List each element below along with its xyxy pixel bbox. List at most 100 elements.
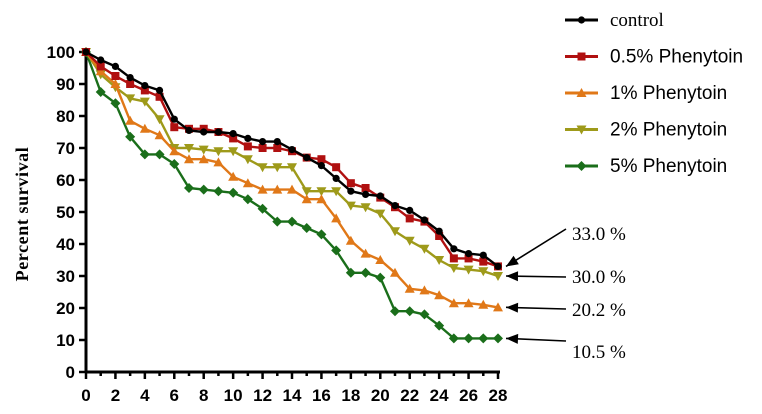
legend-swatch-marker <box>576 161 587 171</box>
data-point <box>287 184 297 194</box>
data-point <box>463 298 474 308</box>
x-tick-label: 22 <box>400 386 419 405</box>
data-point <box>390 306 400 317</box>
data-point <box>169 146 180 156</box>
data-point <box>184 144 194 153</box>
data-point <box>332 163 341 172</box>
legend-label: 2% Phenytoin <box>610 120 727 141</box>
data-point <box>184 183 194 193</box>
data-point <box>125 131 136 142</box>
data-point <box>375 255 386 264</box>
data-point <box>96 62 105 71</box>
data-point <box>198 154 209 164</box>
data-point <box>184 154 194 164</box>
data-point <box>213 157 224 167</box>
data-point <box>448 298 459 308</box>
x-tick-label: 20 <box>371 386 390 405</box>
data-point <box>139 123 150 133</box>
annotation-arrowhead <box>506 302 519 313</box>
annotation-arrowhead <box>506 255 519 267</box>
legend-item: 0.5% Phenytoin <box>565 47 743 68</box>
legend-item: 1% Phenytoin <box>565 83 727 104</box>
data-point <box>125 115 136 125</box>
data-point <box>331 187 342 197</box>
legend-label: 0.5% Phenytoin <box>610 47 743 68</box>
data-point <box>170 123 179 132</box>
data-point <box>449 254 458 263</box>
series-group <box>81 47 503 344</box>
data-point <box>272 216 283 227</box>
data-point <box>213 186 224 197</box>
data-point <box>229 130 237 138</box>
data-point <box>420 216 429 224</box>
legend-swatch-marker <box>577 52 586 61</box>
data-point <box>140 86 149 95</box>
legend-swatch-marker <box>576 88 587 97</box>
data-point <box>316 229 327 240</box>
data-point <box>406 206 414 214</box>
data-point <box>493 333 503 344</box>
legend-swatch-marker <box>576 125 587 135</box>
data-point <box>258 144 267 152</box>
data-point <box>391 202 399 210</box>
x-tick-label: 10 <box>224 386 243 405</box>
data-point <box>450 245 458 253</box>
annotation: 20.2 % <box>505 300 626 321</box>
data-point <box>213 147 224 157</box>
data-point <box>361 190 370 198</box>
data-point <box>390 227 400 237</box>
data-point <box>97 56 105 64</box>
data-point <box>126 74 134 82</box>
y-tick-label: 40 <box>56 235 75 254</box>
y-tick-label: 50 <box>56 203 75 222</box>
data-point <box>242 194 253 205</box>
series-2 <box>81 47 503 312</box>
data-point <box>493 272 503 281</box>
annotations: 33.0 % 30.0 % 20.2 % 10.5 % <box>505 224 626 363</box>
data-point <box>331 245 342 256</box>
data-point <box>464 250 473 258</box>
x-tick-label: 18 <box>341 386 360 405</box>
data-point <box>154 115 165 125</box>
data-point <box>242 178 253 188</box>
data-point <box>154 149 165 160</box>
data-point <box>347 187 355 195</box>
data-point <box>419 285 430 295</box>
series-4 <box>81 47 503 344</box>
data-point <box>273 138 281 146</box>
data-point <box>405 214 414 223</box>
y-axis-label: Percent survival <box>12 147 32 282</box>
y-tick-label: 0 <box>66 363 75 382</box>
data-point <box>375 209 386 219</box>
data-point <box>360 203 371 213</box>
data-point <box>448 264 459 273</box>
y-tick-label: 100 <box>47 43 75 62</box>
data-point <box>434 290 445 300</box>
data-point <box>288 146 296 154</box>
annotation: 10.5 % <box>505 333 626 363</box>
annotation: 33.0 % <box>505 224 626 268</box>
x-tick-label: 16 <box>312 386 331 405</box>
legend-item: control <box>565 10 664 31</box>
data-point <box>257 203 268 214</box>
legend-item: 2% Phenytoin <box>565 120 727 141</box>
y-tick-label: 20 <box>56 299 75 318</box>
data-point <box>272 184 283 194</box>
data-point <box>317 155 326 164</box>
data-point <box>434 256 445 265</box>
legend-label: control <box>610 10 664 31</box>
data-point <box>242 155 253 165</box>
data-point <box>301 194 312 204</box>
data-point <box>375 272 386 283</box>
x-tick-label: 14 <box>283 386 302 405</box>
data-point <box>244 134 252 142</box>
data-point <box>479 257 488 266</box>
data-point <box>345 235 356 245</box>
data-point <box>303 154 311 162</box>
data-point <box>273 144 282 152</box>
data-point <box>170 115 178 123</box>
data-point <box>360 248 371 258</box>
y-tick-label: 10 <box>56 331 75 350</box>
y-tick-label: 60 <box>56 171 75 190</box>
